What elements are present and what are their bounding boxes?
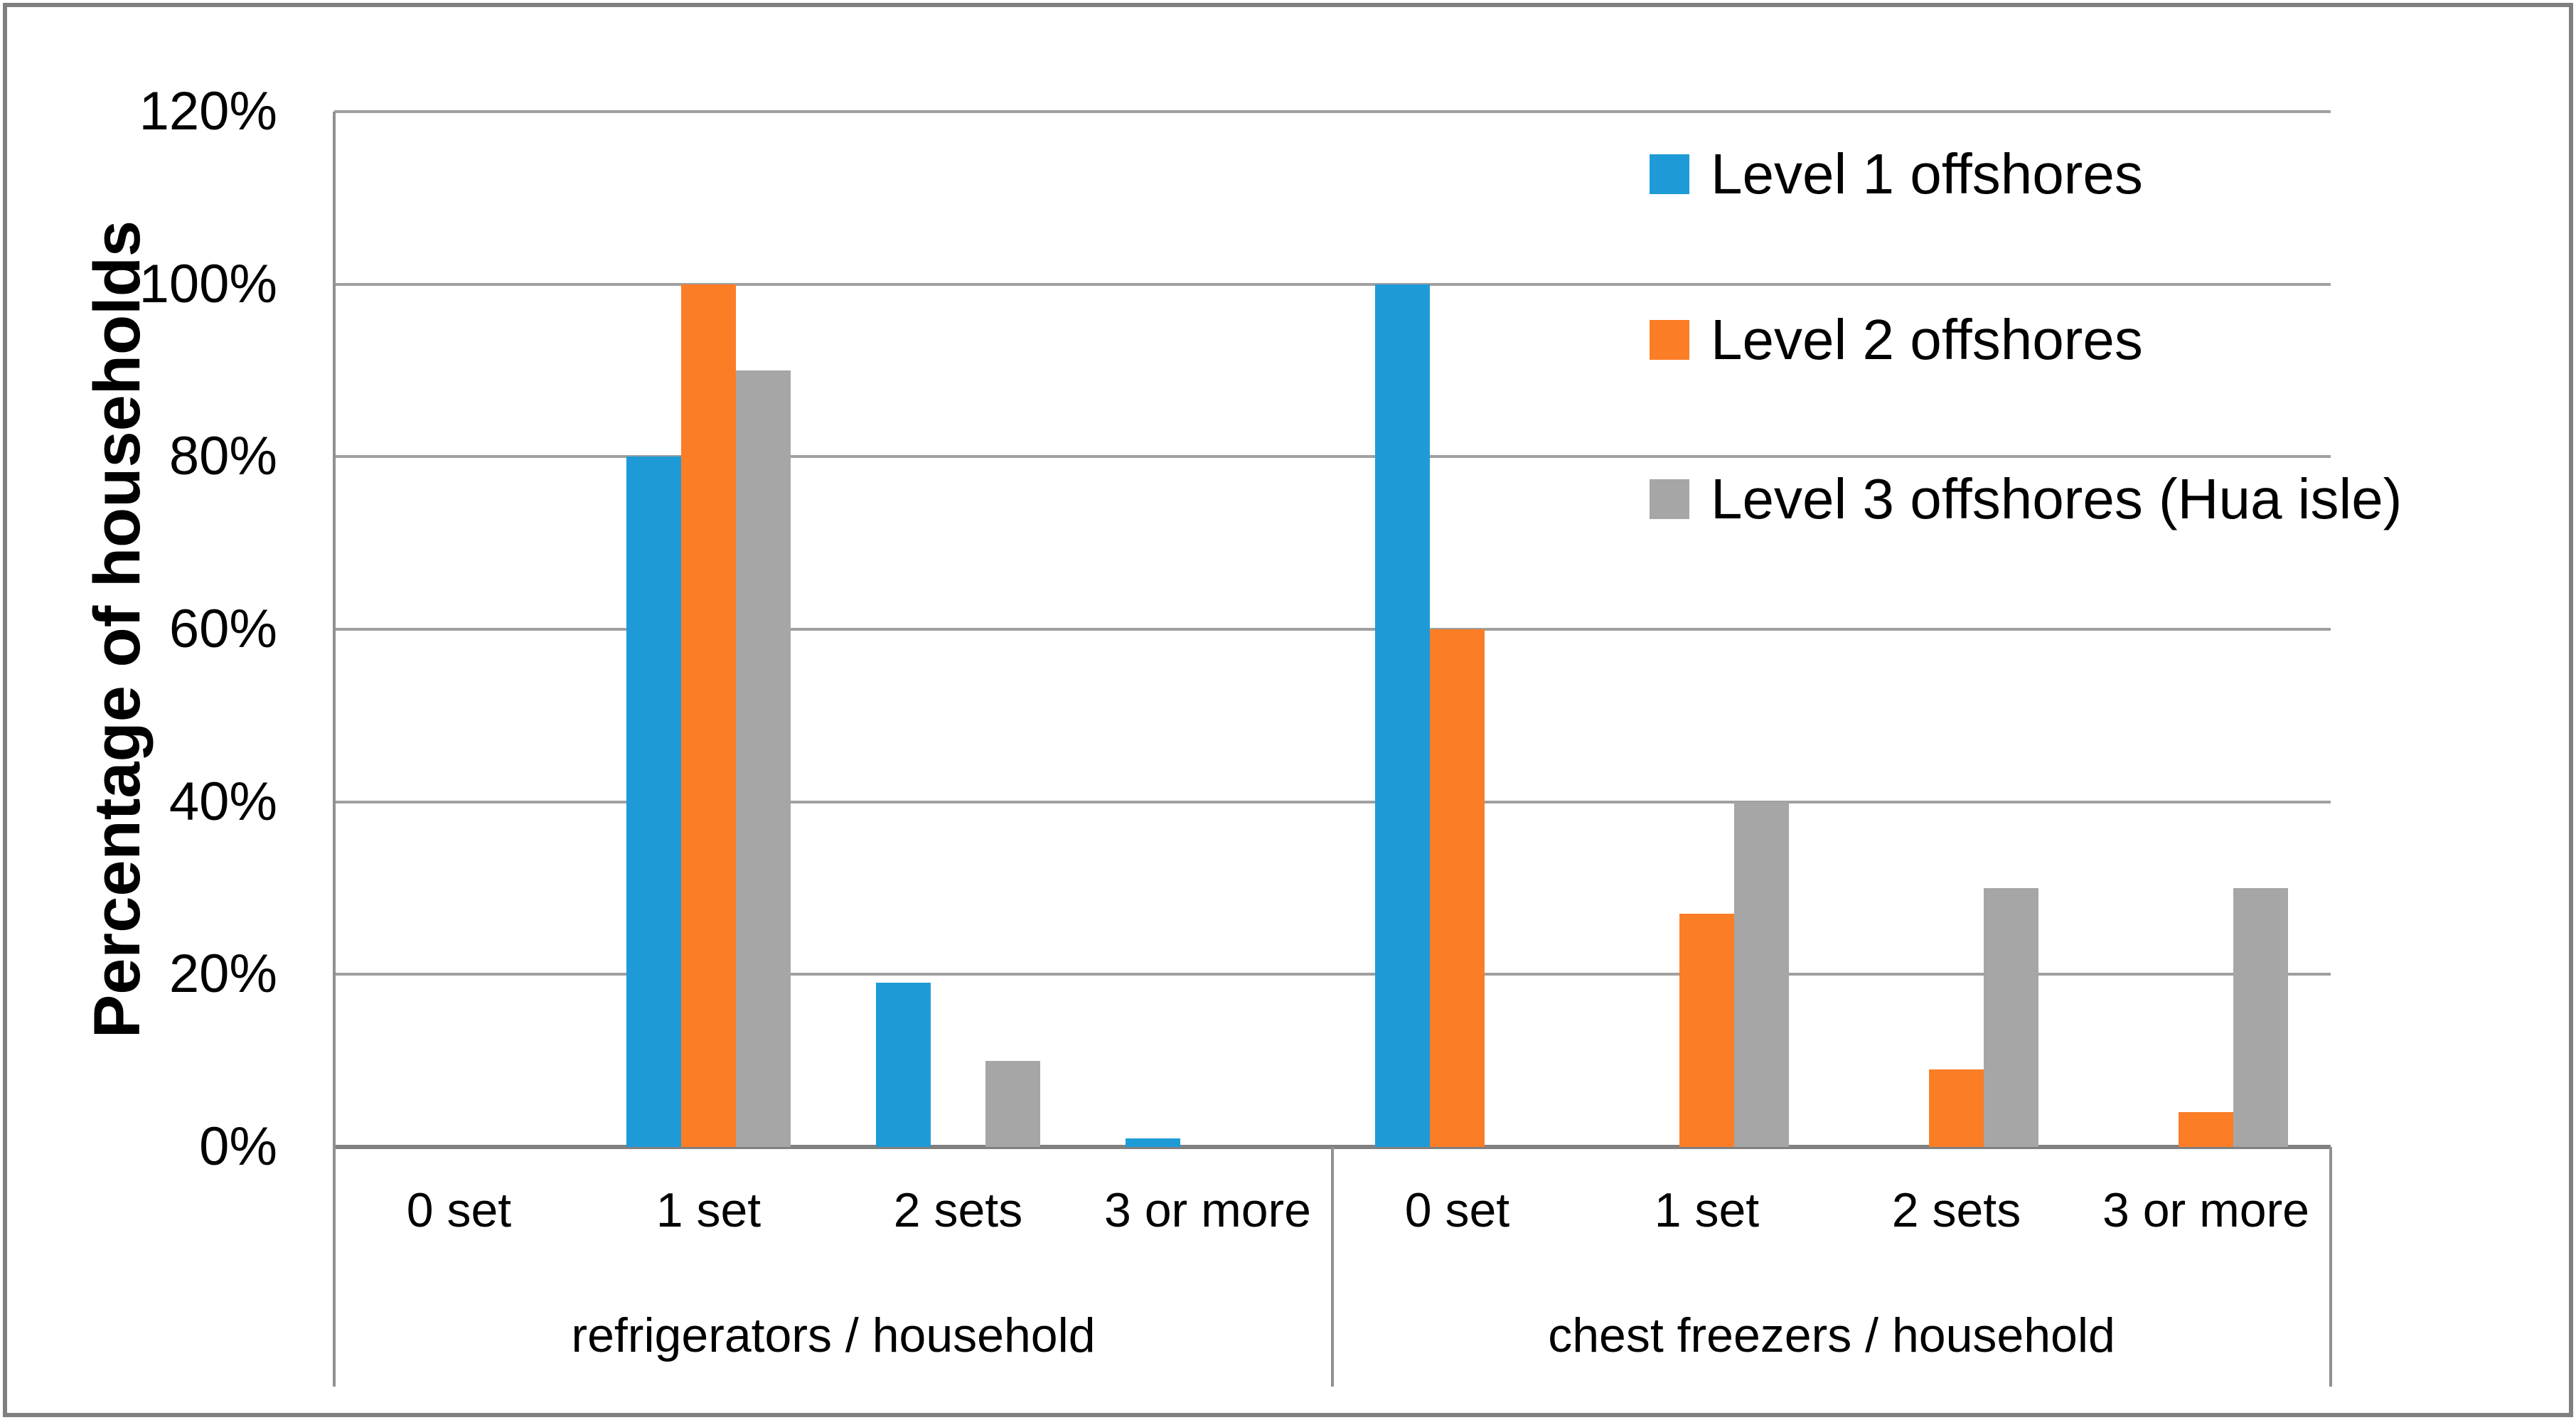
category-tick-label-2 sets: 2 sets <box>1891 1183 2021 1237</box>
y-tick-label-60%: 60% <box>169 599 277 659</box>
category-tick-label-0 set: 0 set <box>1404 1183 1510 1237</box>
gridline-120% <box>334 110 2331 113</box>
legend-marker-level2 <box>1650 320 1689 360</box>
bar-Level 2 offshores-refrigerators / household-1 set <box>681 284 736 1147</box>
bar-Level 2 offshores-chest freezers / household-2 sets <box>1929 1069 1984 1147</box>
group-label-refrigerators: refrigerators / household <box>571 1308 1096 1362</box>
bar-Level 1 offshores-chest freezers / household-0 set <box>1375 284 1430 1147</box>
legend-item-level3: Level 3 offshores (Hua isle) <box>1650 460 2402 538</box>
y-tick-label-100%: 100% <box>139 253 277 314</box>
bar-Level 2 offshores-chest freezers / household-1 set <box>1679 914 1734 1147</box>
bar-Level 3 offshores (Hua isle)-refrigerators / household-2 sets <box>985 1060 1040 1147</box>
legend-marker-level1 <box>1650 154 1689 194</box>
legend-label-level3: Level 3 offshores (Hua isle) <box>1711 467 2403 530</box>
chart-outer-frame <box>3 3 2573 1417</box>
gridline-20% <box>334 973 2331 976</box>
y-tick-label-0%: 0% <box>199 1116 277 1177</box>
group-label-chest-freezers: chest freezers / household <box>1548 1308 2115 1362</box>
axis-right-edge <box>2329 1147 2332 1387</box>
legend-item-level1: Level 1 offshores <box>1650 135 2143 213</box>
gridline-80% <box>334 455 2331 459</box>
bar-Level 2 offshores-chest freezers / household-0 set <box>1430 629 1485 1147</box>
legend-item-level2: Level 2 offshores <box>1650 301 2143 379</box>
group-separator <box>1331 1147 1334 1387</box>
bar-Level 2 offshores-chest freezers / household-3 or more <box>2179 1112 2233 1147</box>
gridline-60% <box>334 628 2331 631</box>
bar-Level 3 offshores (Hua isle)-chest freezers / household-2 sets <box>1984 888 2038 1147</box>
y-tick-label-80%: 80% <box>169 426 277 487</box>
y-axis-line <box>333 112 336 1387</box>
bar-Level 3 offshores (Hua isle)-chest freezers / household-1 set <box>1734 801 1789 1147</box>
category-tick-label-1 set: 1 set <box>656 1183 761 1237</box>
category-tick-label-3 or more: 3 or more <box>2102 1183 2309 1237</box>
gridline-40% <box>334 800 2331 804</box>
legend-marker-level3 <box>1650 479 1689 519</box>
bar-Level 1 offshores-refrigerators / household-2 sets <box>876 983 931 1147</box>
legend-label-level1: Level 1 offshores <box>1711 142 2143 205</box>
category-tick-label-2 sets: 2 sets <box>893 1183 1023 1237</box>
gridline-100% <box>334 282 2331 286</box>
bar-Level 3 offshores (Hua isle)-refrigerators / household-1 set <box>736 370 791 1147</box>
bar-Level 1 offshores-refrigerators / household-1 set <box>626 457 681 1147</box>
category-tick-label-1 set: 1 set <box>1654 1183 1760 1237</box>
y-tick-label-120%: 120% <box>139 81 277 142</box>
y-tick-label-40%: 40% <box>169 771 277 832</box>
y-tick-label-20%: 20% <box>169 944 277 1005</box>
category-tick-label-0 set: 0 set <box>406 1183 512 1237</box>
bar-Level 3 offshores (Hua isle)-chest freezers / household-3 or more <box>2233 888 2288 1147</box>
bar-Level 1 offshores-refrigerators / household-3 or more <box>1126 1138 1180 1147</box>
category-tick-label-3 or more: 3 or more <box>1104 1183 1311 1237</box>
legend-label-level2: Level 2 offshores <box>1711 308 2143 371</box>
